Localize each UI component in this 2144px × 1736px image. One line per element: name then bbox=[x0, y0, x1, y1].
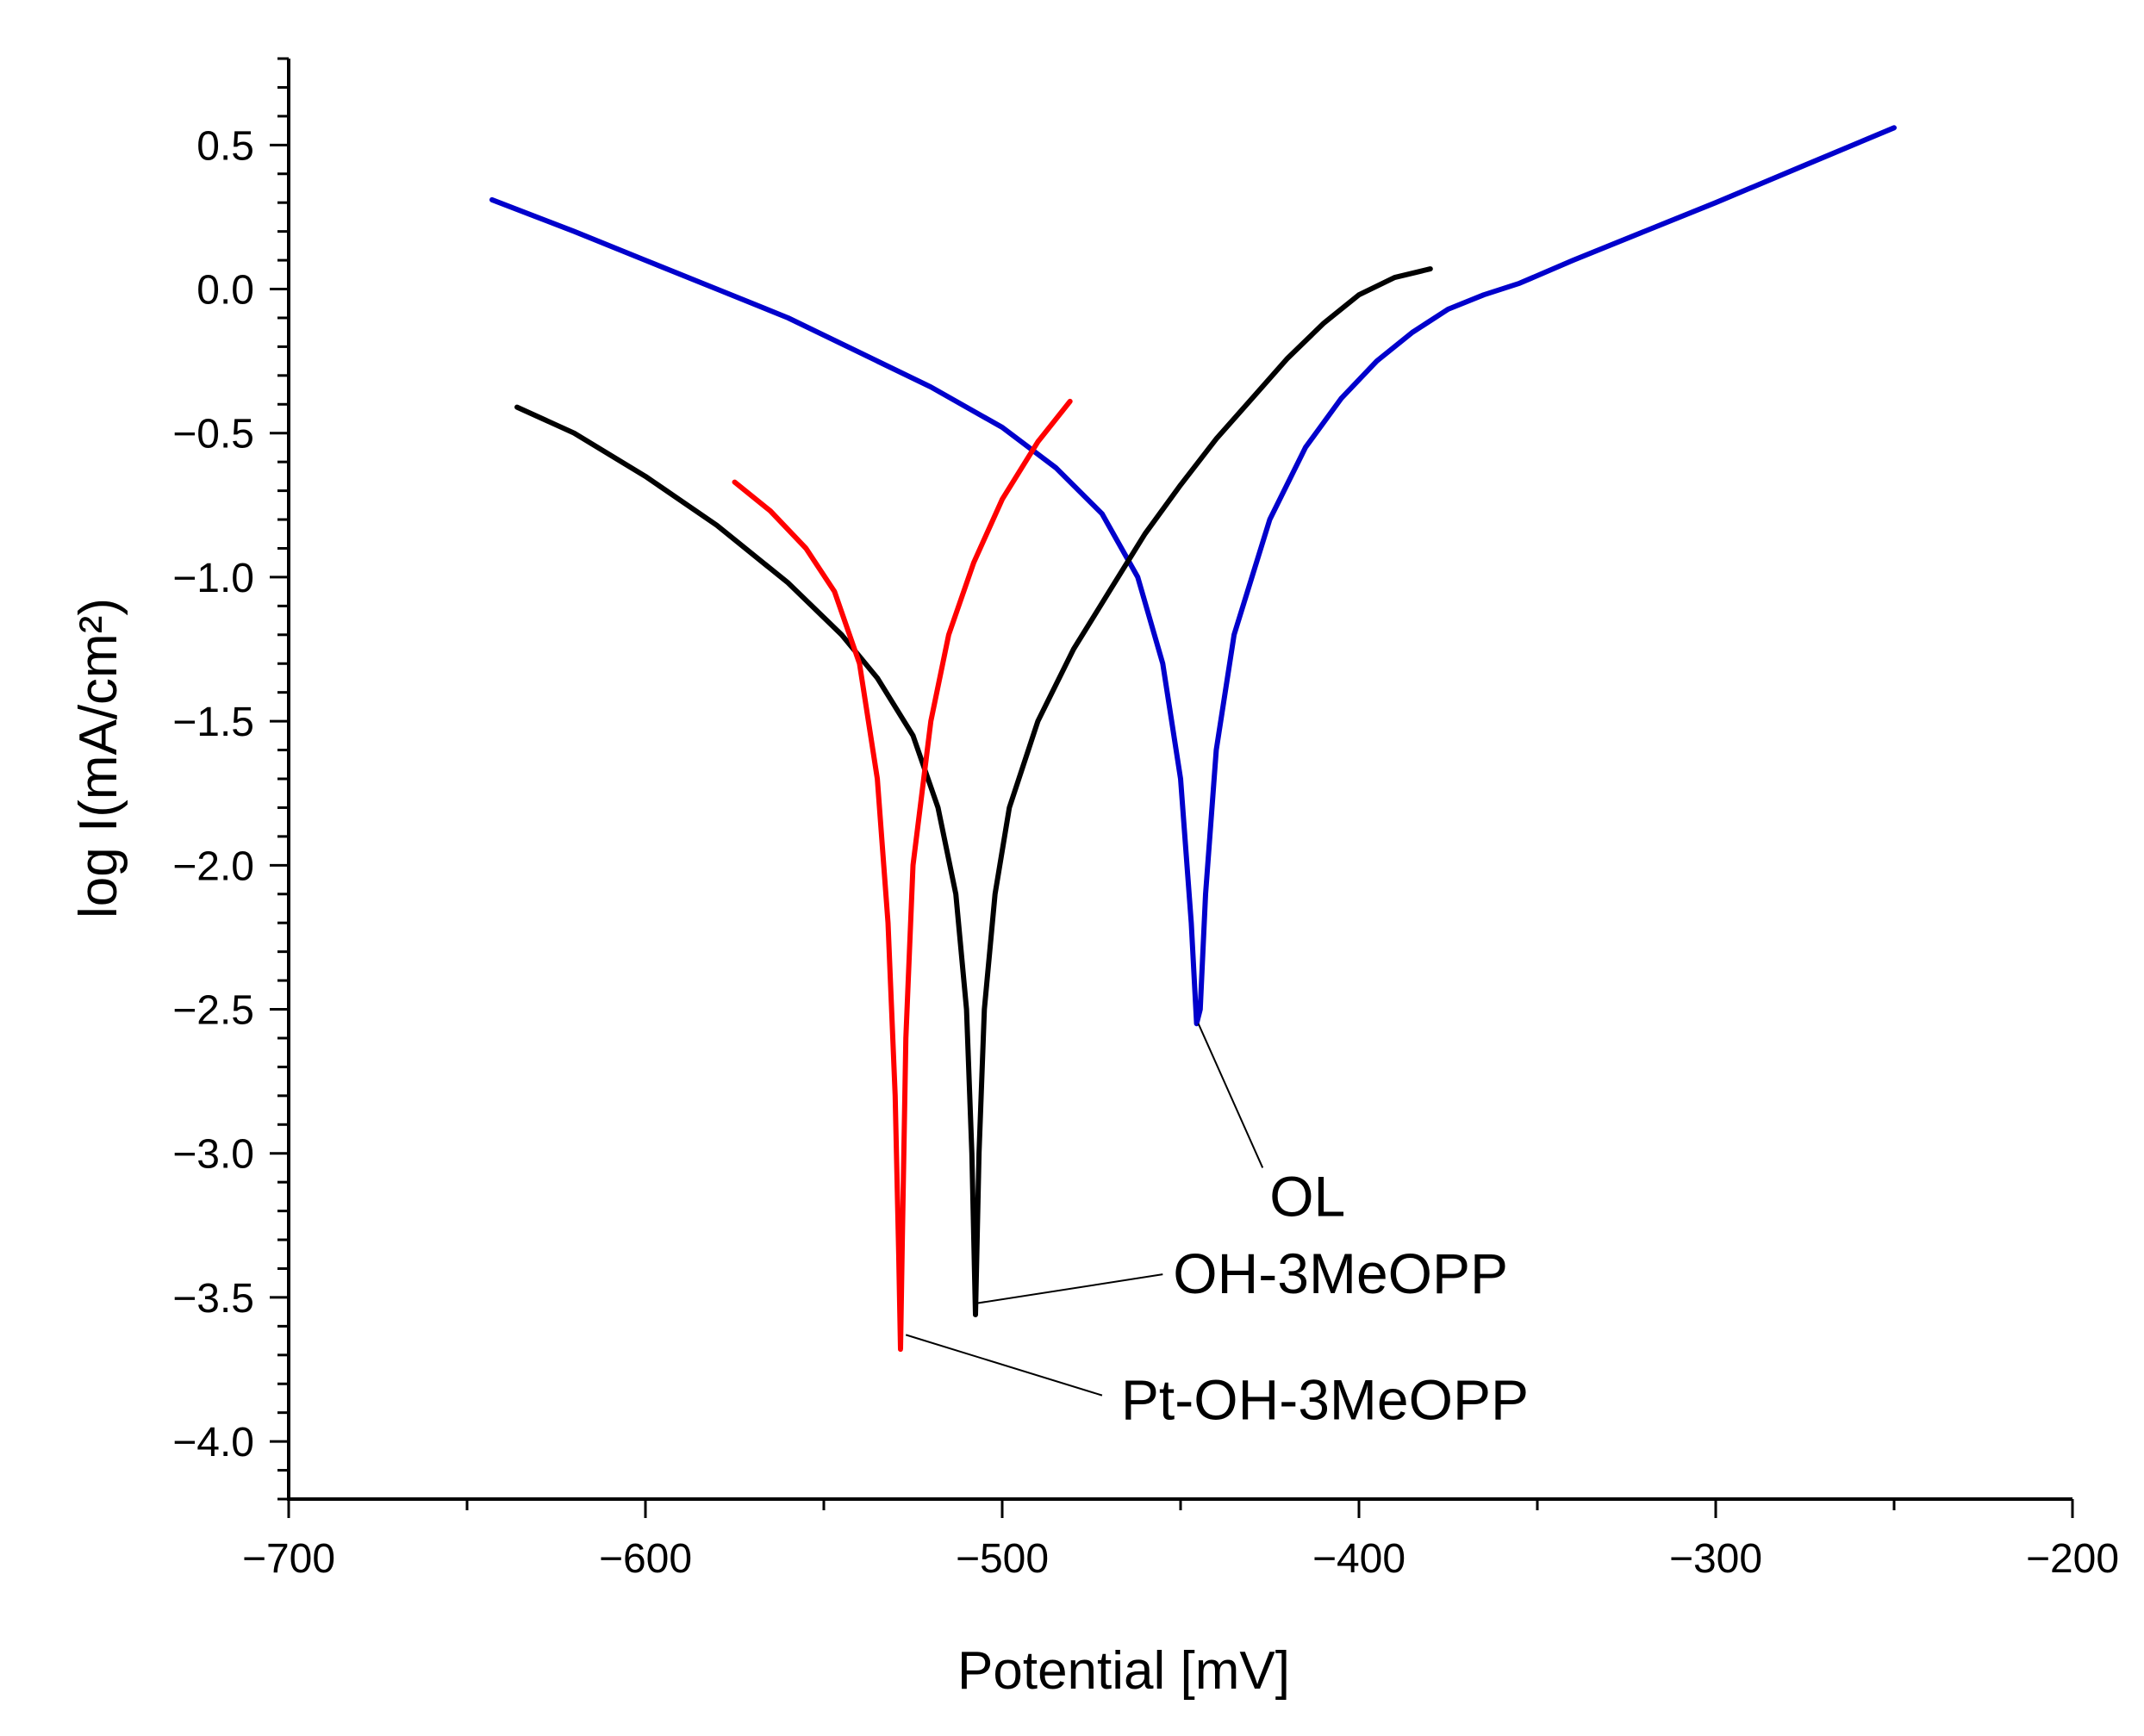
y-axis-title: log I(mA/cm²) bbox=[69, 598, 128, 918]
y-tick-label: 0.5 bbox=[196, 123, 254, 169]
series-line-pt-oh-3meopp bbox=[732, 398, 1073, 1353]
series-line-oh-3meopp bbox=[514, 266, 1433, 1317]
x-tick-label: −600 bbox=[599, 1536, 692, 1582]
y-tick-label: −4.0 bbox=[172, 1420, 254, 1465]
y-tick-label: −2.5 bbox=[172, 988, 254, 1034]
x-tick-label: −400 bbox=[1312, 1536, 1405, 1582]
annotation-pt-oh-3meopp: Pt-OH-3MeOPP bbox=[1121, 1368, 1529, 1432]
leader-line-oh-3meopp bbox=[976, 1273, 1163, 1304]
y-tick-label: −0.5 bbox=[172, 412, 254, 457]
annotation-ol: OL bbox=[1269, 1164, 1345, 1228]
plot-lines bbox=[489, 125, 1897, 1353]
y-tick-label: −1.5 bbox=[172, 700, 254, 745]
leader-line-pt-oh-3meopp bbox=[905, 1334, 1103, 1397]
leader-line-ol bbox=[1197, 1023, 1264, 1168]
y-tick-label: −3.5 bbox=[172, 1276, 254, 1322]
x-tick-label: −500 bbox=[956, 1536, 1049, 1582]
y-tick-label: −3.0 bbox=[172, 1132, 254, 1178]
series-line-ol bbox=[489, 125, 1897, 1027]
x-tick-label: −700 bbox=[242, 1536, 335, 1582]
x-tick-label: −300 bbox=[1669, 1536, 1762, 1582]
y-tick-label: −2.0 bbox=[172, 843, 254, 889]
annotation-oh-3meopp: OH-3MeOPP bbox=[1173, 1241, 1508, 1305]
axes: −700 −600 −500 −400 −300 −200 0.5 0.0 −0.5 −1.0 −1… bbox=[172, 57, 2119, 1582]
x-tick-label: −200 bbox=[2026, 1536, 2119, 1582]
annotations: OL OH-3MeOPP Pt-OH-3MeOPP bbox=[905, 1023, 1529, 1432]
y-tick-label: 0.0 bbox=[196, 268, 254, 314]
y-tick-label: −1.0 bbox=[172, 556, 254, 601]
x-axis-title: Potential [mV] bbox=[957, 1641, 1290, 1701]
